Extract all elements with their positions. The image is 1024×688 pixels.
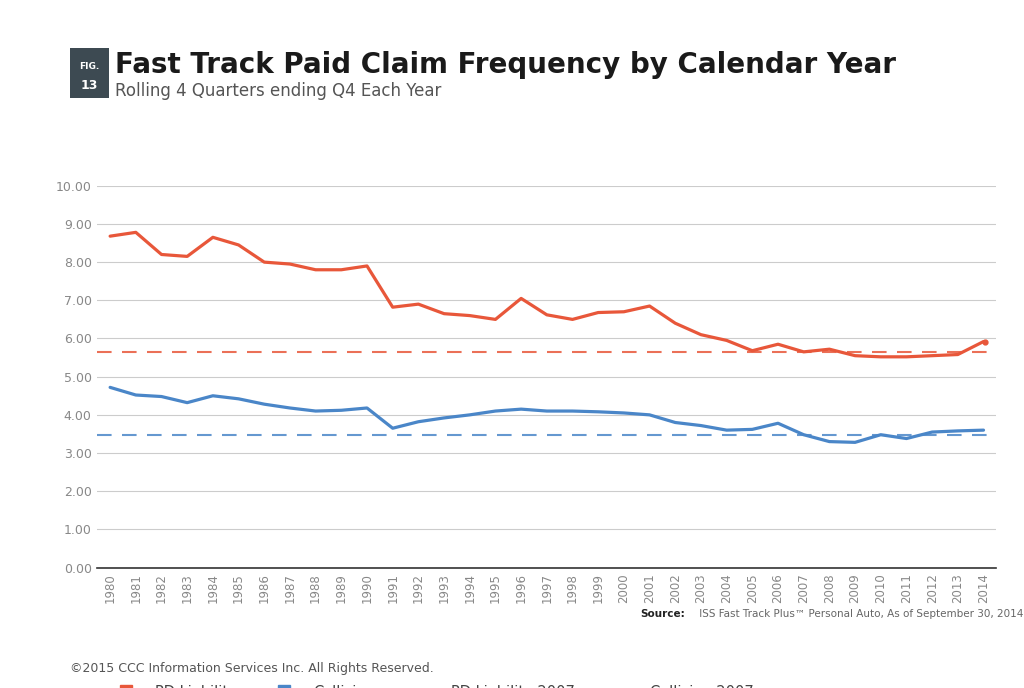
Text: ©2015 CCC Information Services Inc. All Rights Reserved.: ©2015 CCC Information Services Inc. All …: [70, 663, 433, 675]
Text: ISS Fast Track Plus™ Personal Auto, As of September 30, 2014.: ISS Fast Track Plus™ Personal Auto, As o…: [696, 609, 1024, 619]
Text: Source:: Source:: [640, 609, 685, 619]
Text: Rolling 4 Quarters ending Q4 Each Year: Rolling 4 Quarters ending Q4 Each Year: [115, 82, 441, 100]
Text: Fast Track Paid Claim Frequency by Calendar Year: Fast Track Paid Claim Frequency by Calen…: [115, 52, 896, 79]
Legend: PD Liability, Collision, PD Liability 2007, Collision 2007: PD Liability, Collision, PD Liability 20…: [100, 679, 760, 688]
Text: 13: 13: [81, 79, 97, 92]
Text: FIG.: FIG.: [79, 63, 99, 72]
